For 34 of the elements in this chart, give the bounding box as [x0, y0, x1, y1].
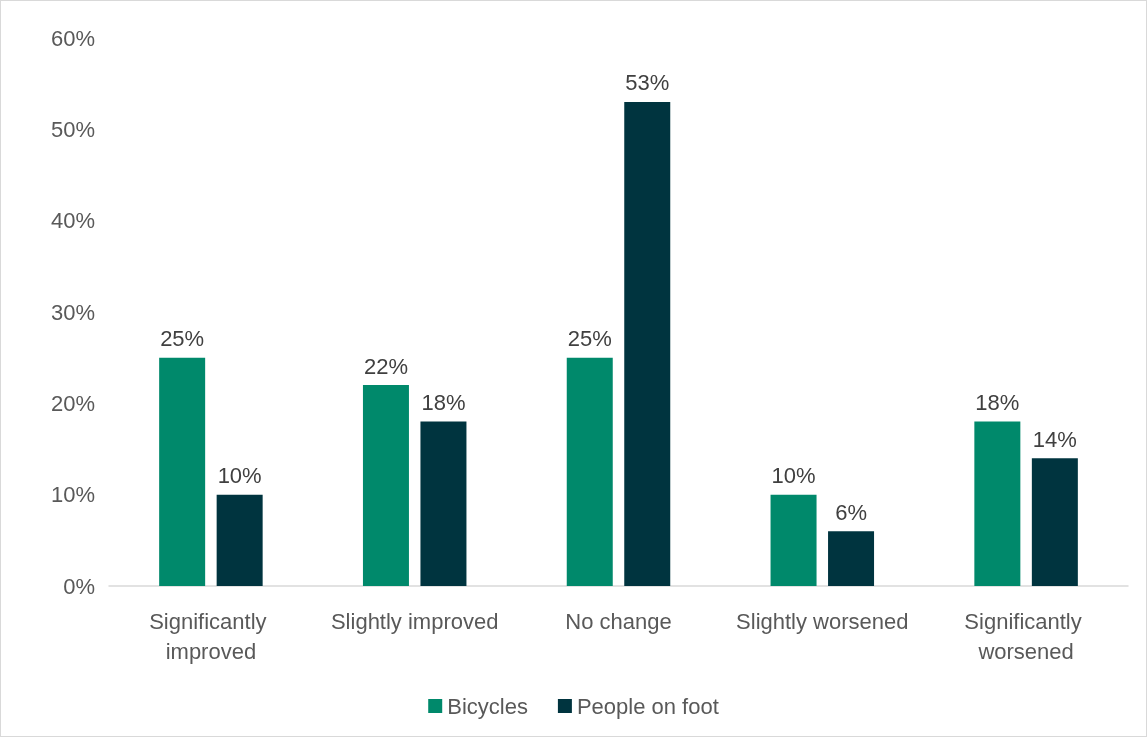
- data-label: 14%: [1032, 426, 1077, 452]
- x-tick-label: Significantly worsened: [964, 608, 1088, 664]
- bar: [828, 531, 875, 586]
- bar: [420, 421, 467, 586]
- data-label: 10%: [771, 463, 816, 489]
- data-label: 6%: [835, 499, 867, 525]
- bar: [566, 357, 613, 586]
- data-label: 10%: [217, 463, 262, 489]
- y-tick-label: 40%: [50, 208, 95, 234]
- x-tick-label: Significantly improved: [149, 608, 273, 664]
- y-tick-label: 30%: [50, 299, 95, 325]
- y-tick-label: 0%: [63, 573, 95, 599]
- bar: [362, 385, 409, 586]
- bar: [624, 101, 671, 586]
- y-tick-label: 10%: [50, 482, 95, 508]
- x-tick-label: Slightly improved: [330, 608, 499, 634]
- legend-label: People on foot: [576, 693, 719, 719]
- bar: [216, 494, 263, 586]
- x-tick-label: Slightly worsened: [736, 608, 909, 634]
- y-tick-label: 60%: [50, 25, 95, 51]
- data-label: 25%: [160, 326, 205, 352]
- legend-label: Bicycles: [447, 693, 528, 719]
- data-label: 25%: [567, 326, 612, 352]
- data-label: 18%: [975, 390, 1020, 416]
- bar: [974, 421, 1021, 586]
- x-tick-label: No change: [565, 608, 672, 634]
- bar: [1031, 458, 1078, 586]
- data-label: 53%: [625, 70, 670, 96]
- y-tick-label: 20%: [50, 390, 95, 416]
- bar: [770, 494, 817, 586]
- data-label: 22%: [363, 353, 408, 379]
- bar: [159, 357, 206, 586]
- data-label: 18%: [421, 390, 466, 416]
- y-tick-label: 50%: [50, 116, 95, 142]
